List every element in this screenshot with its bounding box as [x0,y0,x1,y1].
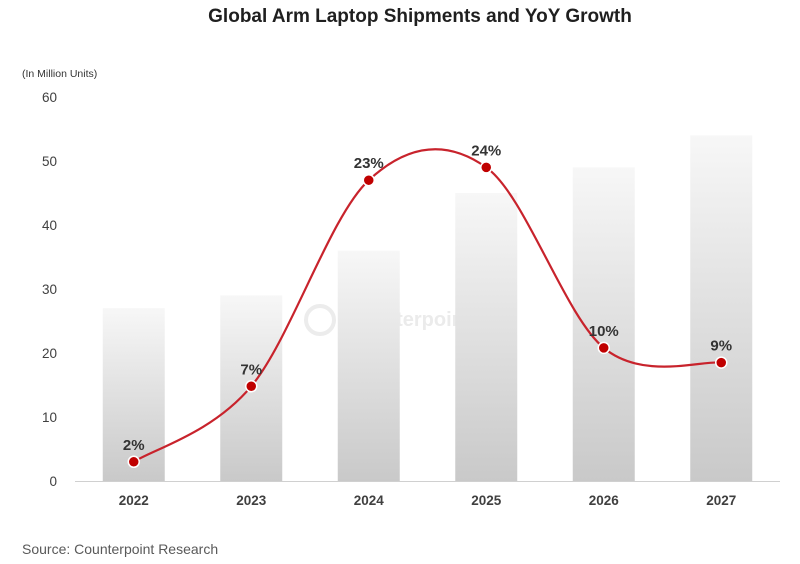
y-tick-label: 60 [42,90,57,105]
growth-marker-2022 [127,455,140,469]
y-axis-unit-label: (In Million Units) [22,68,98,80]
bar-2024 [337,250,400,481]
growth-marker-2024 [362,173,375,187]
x-tick-label: 2023 [236,493,267,508]
bar-2025 [455,193,518,481]
growth-marker-2023 [245,380,258,393]
growth-data-label: 9% [710,338,732,355]
chart-title: Global Arm Laptop Shipments and YoY Grow… [208,6,632,27]
growth-data-label: 23% [354,155,384,172]
watermark-logo-icon [304,304,336,336]
growth-data-label: 7% [240,361,262,378]
y-tick-label: 0 [49,474,57,489]
y-tick-label: 40 [42,218,57,233]
y-tick-label: 30 [42,282,57,297]
growth-marker-2027 [715,356,728,369]
x-tick-label: 2027 [706,493,736,508]
y-tick-label: 10 [42,410,57,425]
growth-data-label: 10% [589,323,619,340]
x-tick-label: 2024 [354,493,385,508]
growth-data-label: 24% [471,142,501,159]
growth-marker-2026 [597,341,610,355]
y-tick-label: 50 [42,154,57,169]
bar-2027 [690,135,753,481]
x-tick-label: 2025 [471,493,502,508]
source-note: Source: Counterpoint Research [22,541,219,557]
x-tick-label: 2026 [589,493,620,508]
bar-2022 [102,308,165,481]
growth-marker-2025 [480,161,493,174]
growth-data-label: 2% [123,437,145,454]
x-tick-label: 2022 [119,493,149,508]
y-tick-label: 20 [42,346,57,361]
